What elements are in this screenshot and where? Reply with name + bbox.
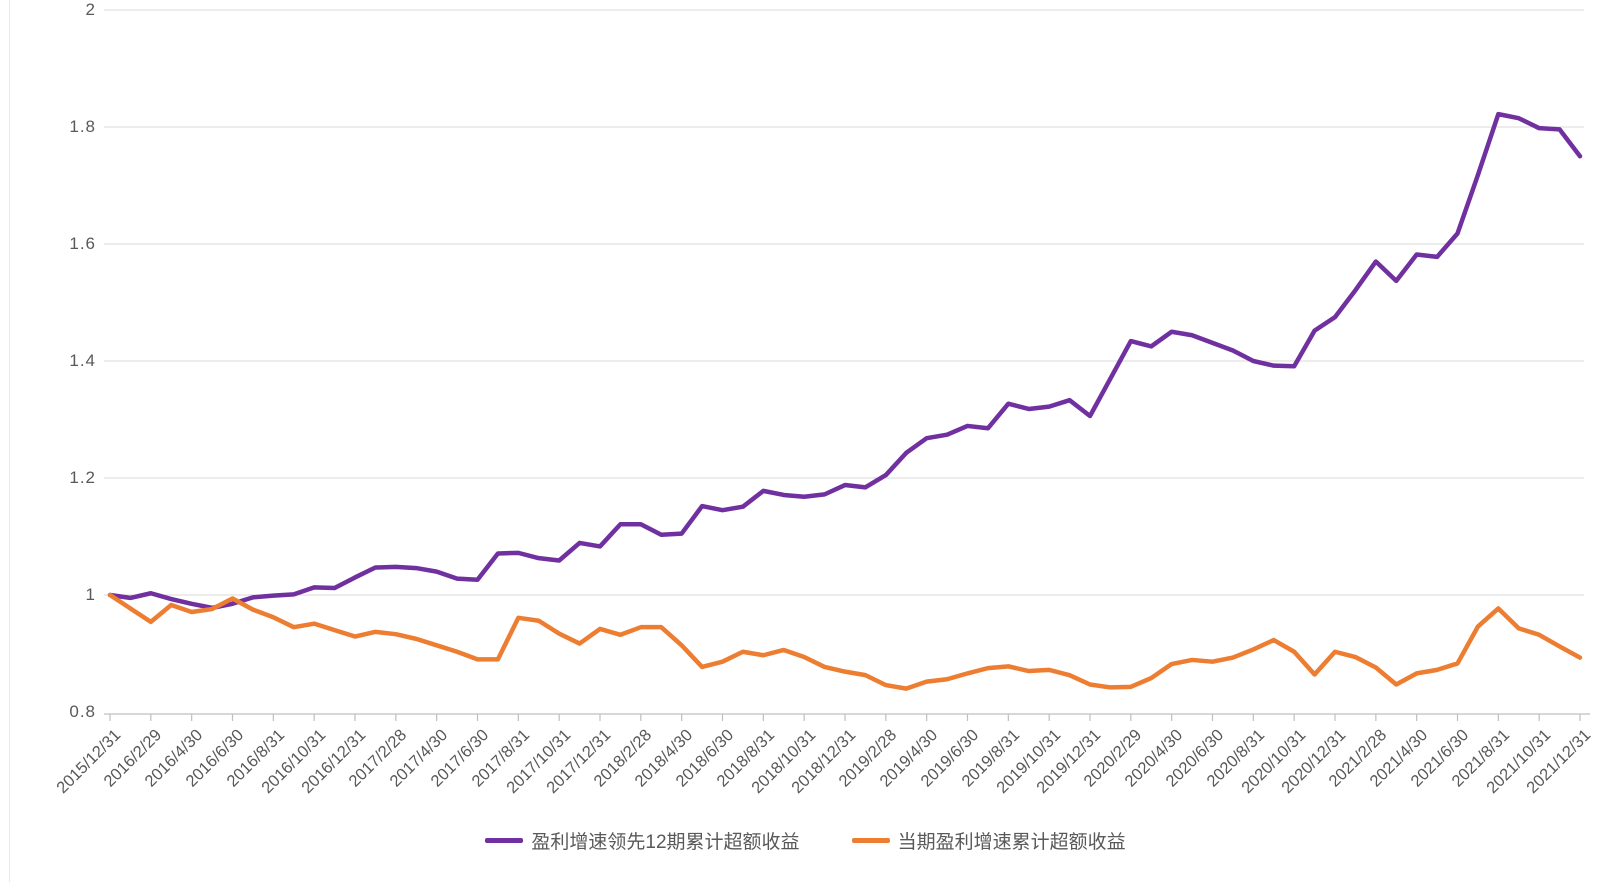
y-tick-label: 2 <box>85 0 96 19</box>
y-tick-label: 1.4 <box>69 351 96 370</box>
series-line-leading-12m <box>107 111 1583 611</box>
y-tick-label: 1.6 <box>69 234 96 253</box>
legend-item-leading-12m: 盈利增速领先12期累计超额收益 <box>485 827 800 854</box>
legend-swatch-current-period <box>851 838 890 843</box>
legend-label-leading-12m: 盈利增速领先12期累计超额收益 <box>531 832 800 853</box>
chart-left-border <box>9 0 10 882</box>
y-tick-label: 1 <box>85 585 96 604</box>
legend-item-current-period: 当期盈利增速累计超额收益 <box>851 827 1126 854</box>
y-tick-label: 0.8 <box>69 702 96 721</box>
series-line-current-period <box>107 592 1583 691</box>
chart-legend: 盈利增速领先12期累计超额收益 当期盈利增速累计超额收益 <box>0 827 1611 854</box>
y-tick-label: 1.8 <box>69 117 96 136</box>
legend-swatch-leading-12m <box>485 838 524 843</box>
y-tick-label: 1.2 <box>69 468 96 487</box>
legend-label-current-period: 当期盈利增速累计超额收益 <box>897 832 1126 853</box>
